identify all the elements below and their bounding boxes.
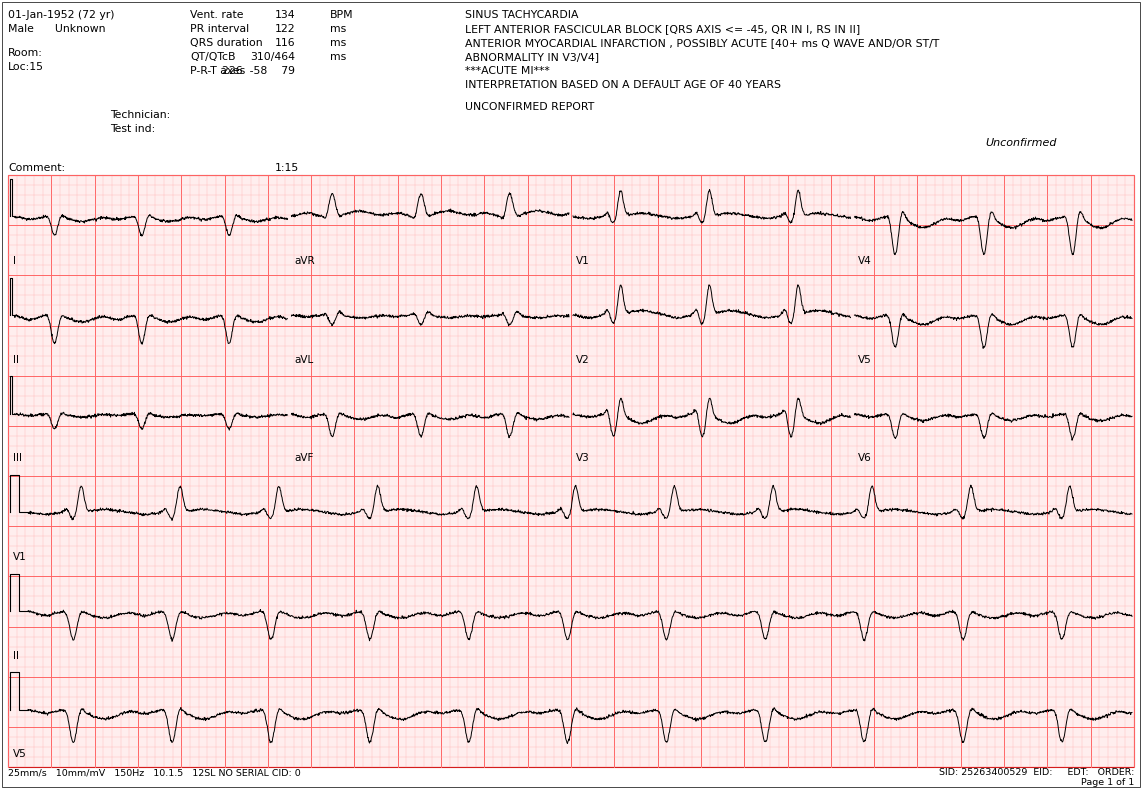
Text: BPM: BPM (330, 10, 354, 20)
Text: Loc:15: Loc:15 (8, 62, 45, 72)
Text: QT/QTcB: QT/QTcB (190, 52, 235, 62)
Text: V5: V5 (13, 750, 26, 759)
Text: V2: V2 (576, 354, 589, 365)
Text: III: III (13, 453, 22, 463)
Text: SID: 25263400529  EID:     EDT:   ORDER:: SID: 25263400529 EID: EDT: ORDER: (939, 768, 1134, 777)
Text: Technician:: Technician: (110, 110, 170, 120)
Text: V1: V1 (13, 552, 26, 562)
Text: Test ind:: Test ind: (110, 124, 155, 134)
Text: P-R-T axes: P-R-T axes (190, 66, 246, 76)
Text: Comment:: Comment: (8, 163, 65, 173)
Text: I: I (13, 256, 16, 266)
Text: aVL: aVL (295, 354, 314, 365)
Text: UNCONFIRMED REPORT: UNCONFIRMED REPORT (465, 102, 594, 112)
Text: LEFT ANTERIOR FASCICULAR BLOCK [QRS AXIS <= -45, QR IN I, RS IN II]: LEFT ANTERIOR FASCICULAR BLOCK [QRS AXIS… (465, 24, 860, 34)
Text: 25mm/s   10mm/mV   150Hz   10.1.5   12SL NO SERIAL CID: 0: 25mm/s 10mm/mV 150Hz 10.1.5 12SL NO SERI… (8, 768, 300, 777)
Text: PR interval: PR interval (190, 24, 249, 34)
Text: 01-Jan-1952 (72 yr): 01-Jan-1952 (72 yr) (8, 10, 114, 20)
Text: II: II (13, 354, 19, 365)
Text: 1:15: 1:15 (275, 163, 299, 173)
Text: QRS duration: QRS duration (190, 38, 263, 48)
Text: ANTERIOR MYOCARDIAL INFARCTION , POSSIBLY ACUTE [40+ ms Q WAVE AND/OR ST/T: ANTERIOR MYOCARDIAL INFARCTION , POSSIBL… (465, 38, 939, 48)
Text: V3: V3 (576, 453, 589, 463)
Text: ABNORMALITY IN V3/V4]: ABNORMALITY IN V3/V4] (465, 52, 600, 62)
Text: SINUS TACHYCARDIA: SINUS TACHYCARDIA (465, 10, 579, 20)
Text: V1: V1 (576, 256, 589, 266)
Text: Vent. rate: Vent. rate (190, 10, 243, 20)
Text: ***ACUTE MI***: ***ACUTE MI*** (465, 66, 549, 76)
Bar (8, 175, 1134, 767)
Text: V6: V6 (858, 453, 871, 463)
Text: 134: 134 (274, 10, 295, 20)
Text: V5: V5 (858, 354, 871, 365)
Text: 310/464: 310/464 (250, 52, 295, 62)
Text: Room:: Room: (8, 48, 43, 58)
Text: aVF: aVF (295, 453, 314, 463)
Text: 116: 116 (274, 38, 295, 48)
Text: INTERPRETATION BASED ON A DEFAULT AGE OF 40 YEARS: INTERPRETATION BASED ON A DEFAULT AGE OF… (465, 80, 781, 90)
Text: ms: ms (330, 52, 346, 62)
Text: V4: V4 (858, 256, 871, 266)
Text: 122: 122 (274, 24, 295, 34)
Text: Male      Unknown: Male Unknown (8, 24, 105, 34)
Text: ms: ms (330, 38, 346, 48)
Text: ms: ms (330, 24, 346, 34)
Text: 226  -58    79: 226 -58 79 (222, 66, 295, 76)
Text: Unconfirmed: Unconfirmed (986, 138, 1056, 148)
Text: aVR: aVR (295, 256, 315, 266)
Text: Page 1 of 1: Page 1 of 1 (1080, 778, 1134, 787)
Text: II: II (13, 651, 19, 660)
